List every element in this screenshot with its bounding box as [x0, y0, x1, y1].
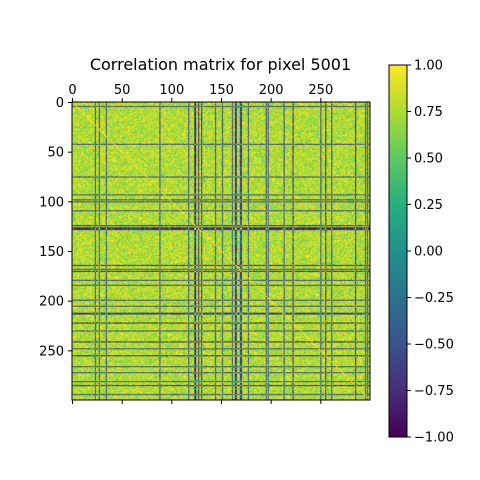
- x-tick-label: 0: [68, 83, 76, 98]
- x-tick-label: 100: [159, 83, 184, 98]
- y-axis: 0 50 100 150 200 250: [39, 96, 72, 359]
- y-tick-label: 0: [56, 96, 64, 111]
- colorbar-tick-label: 0.00: [414, 245, 443, 260]
- y-tick-label: 100: [39, 195, 64, 210]
- x-tick-label: 250: [308, 83, 333, 98]
- colorbar-ticks: 1.00 0.75 0.50 0.25 0.00 −0.25 −0.50 −0.75 −1.00: [407, 59, 454, 446]
- chart-title: Correlation matrix for pixel 5001: [90, 55, 351, 74]
- x-tick-label: 200: [259, 83, 284, 98]
- y-tick-label: 50: [47, 146, 64, 161]
- colorbar-tick-label: −0.75: [414, 384, 454, 399]
- colorbar-tick-label: 0.50: [414, 152, 443, 167]
- colorbar-tick-label: −0.25: [414, 291, 454, 306]
- colorbar: [388, 64, 408, 438]
- colorbar-tick-label: 0.75: [414, 105, 443, 120]
- y-tick-label: 150: [39, 245, 64, 260]
- x-axis-bottom-ticks: [71, 400, 322, 404]
- colorbar-tick-label: 0.25: [414, 198, 443, 213]
- x-tick-label: 50: [114, 83, 131, 98]
- colorbar-tick-label: −1.00: [414, 431, 454, 446]
- x-axis-top: 0 50 100 150 200 250: [68, 83, 333, 102]
- x-tick-label: 150: [209, 83, 234, 98]
- y-tick-label: 200: [39, 295, 64, 310]
- heatmap-image: [72, 102, 370, 400]
- colorbar-tick-label: 1.00: [414, 59, 443, 74]
- heatmap-cells: [72, 102, 370, 400]
- y-tick-label: 250: [39, 344, 64, 359]
- colorbar-tick-label: −0.50: [414, 338, 454, 353]
